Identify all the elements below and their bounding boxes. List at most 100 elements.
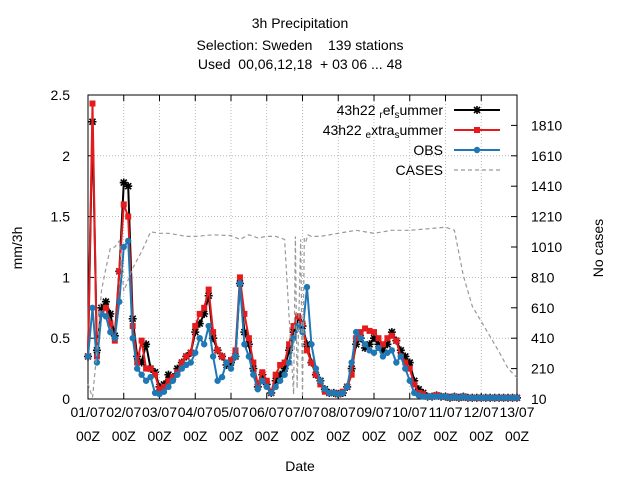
data-point xyxy=(428,393,436,400)
data-point xyxy=(276,377,284,384)
x-tick-label-time: 00Z xyxy=(398,428,423,444)
data-point xyxy=(277,361,284,368)
data-point xyxy=(290,323,297,330)
data-point xyxy=(232,353,239,360)
chart-title: 3h Precipitation xyxy=(251,15,349,31)
x-tick-label-time: 00Z xyxy=(505,428,530,444)
data-point xyxy=(120,201,127,208)
data-point xyxy=(491,394,498,401)
data-point xyxy=(120,243,127,251)
x-tick-label-time: 00Z xyxy=(183,428,208,444)
series-43h22-extra-summer xyxy=(85,100,520,401)
data-point xyxy=(93,359,101,366)
data-point xyxy=(259,369,266,376)
data-point xyxy=(405,358,414,367)
data-point xyxy=(97,303,106,312)
data-point xyxy=(192,349,199,356)
data-point xyxy=(165,377,172,384)
data-point xyxy=(254,386,262,393)
data-point xyxy=(84,353,92,360)
data-point xyxy=(133,365,141,372)
data-point xyxy=(138,371,145,378)
data-point xyxy=(254,381,261,388)
data-point xyxy=(187,349,194,356)
data-point xyxy=(414,385,423,394)
data-point xyxy=(205,286,212,293)
data-point xyxy=(366,327,373,334)
y2-tick-label: 610 xyxy=(531,300,555,316)
data-point xyxy=(473,106,481,114)
data-point xyxy=(236,280,244,287)
data-point xyxy=(106,309,115,318)
x-tick-label-time: 00Z xyxy=(469,428,494,444)
data-point xyxy=(89,100,96,107)
data-point xyxy=(361,343,370,352)
y-tick-label: 1.5 xyxy=(51,209,71,225)
y2-tick-label: 1810 xyxy=(531,117,562,133)
data-point xyxy=(124,182,133,191)
data-point xyxy=(143,365,150,372)
data-point xyxy=(223,359,230,366)
x-tick-label-time: 00Z xyxy=(290,428,315,444)
data-point xyxy=(147,365,154,372)
plot-frame xyxy=(87,94,518,400)
x-tick-label: 09/07 xyxy=(356,404,391,420)
data-point xyxy=(393,359,400,366)
data-point xyxy=(241,310,248,317)
data-point xyxy=(119,178,128,187)
x-tick-label: 07/07 xyxy=(285,404,320,420)
data-point xyxy=(209,334,218,343)
data-point xyxy=(214,377,221,384)
y-tick-label: 0.5 xyxy=(51,330,71,346)
data-point xyxy=(352,328,360,336)
data-point xyxy=(339,389,346,397)
data-point xyxy=(299,328,306,336)
data-point xyxy=(200,341,208,348)
data-point xyxy=(411,381,418,388)
data-point xyxy=(107,320,114,327)
data-point xyxy=(268,389,275,397)
data-point xyxy=(361,341,369,348)
data-point xyxy=(164,370,173,379)
y2-axis-label: No cases xyxy=(590,219,606,277)
data-point xyxy=(286,341,293,348)
data-point xyxy=(241,341,248,348)
y-tick-label: 1 xyxy=(62,269,70,285)
data-point xyxy=(375,335,382,342)
series-line xyxy=(87,226,518,398)
y2-tick-label: 1610 xyxy=(531,148,562,164)
data-point xyxy=(102,313,110,320)
data-point xyxy=(295,313,302,320)
data-point xyxy=(174,371,181,378)
x-tick-label-time: 00Z xyxy=(255,428,280,444)
data-point xyxy=(289,328,298,337)
legend-entry: 43h22 refsummer xyxy=(337,102,500,121)
y2-tick-label: 410 xyxy=(531,330,555,346)
x-tick-label-time: 00Z xyxy=(326,428,351,444)
data-point xyxy=(116,298,123,305)
data-point xyxy=(312,371,319,378)
data-point xyxy=(196,310,203,317)
x-tick-label: 03/07 xyxy=(142,404,177,420)
data-point xyxy=(379,341,386,348)
data-point xyxy=(125,237,132,245)
series-cases xyxy=(87,226,518,398)
data-point xyxy=(406,377,413,384)
data-point xyxy=(469,394,476,401)
data-point xyxy=(116,268,123,275)
data-point xyxy=(402,365,409,372)
x-tick-label: 08/07 xyxy=(321,404,356,420)
x-tick-label: 01/07 xyxy=(70,404,105,420)
chart-subtitle-selection: Selection: Sweden 139 stations xyxy=(196,37,404,53)
data-point xyxy=(371,329,377,336)
data-point xyxy=(218,373,226,381)
x-tick-label: 11/07 xyxy=(429,404,463,420)
data-point xyxy=(205,322,212,330)
data-point xyxy=(513,394,521,401)
y2-tick-label: 210 xyxy=(531,361,555,377)
data-point xyxy=(250,359,257,366)
axes: 01/07 00Z 02/07 00Z 03/07 00Z 04/07 00Z 05/07 00Z… xyxy=(51,87,563,444)
data-point xyxy=(478,394,485,401)
data-point xyxy=(276,370,285,379)
